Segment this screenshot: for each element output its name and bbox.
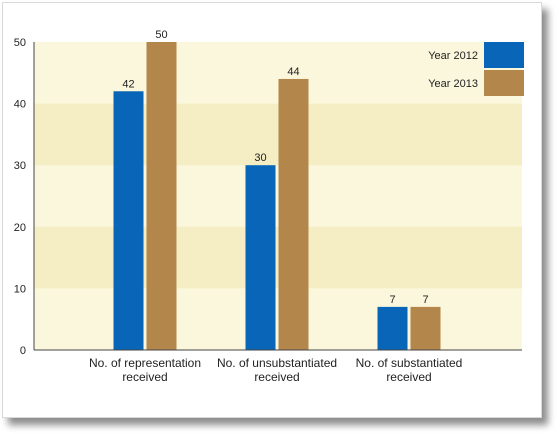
category-label-line: No. of representation — [89, 356, 201, 370]
data-label: 42 — [122, 78, 134, 90]
y-tick-label: 50 — [14, 37, 26, 49]
y-tick-label: 0 — [20, 345, 26, 357]
category-label-line: No. of unsubstantiated — [217, 356, 337, 370]
bar — [377, 306, 408, 350]
legend: Year 2012 Year 2013 — [428, 42, 524, 96]
data-label: 7 — [389, 294, 395, 306]
bar — [278, 78, 309, 351]
data-label: 50 — [155, 29, 167, 41]
data-label: 30 — [254, 152, 266, 164]
bar — [410, 306, 441, 350]
category-label-line: received — [254, 370, 299, 384]
grid-band — [34, 226, 522, 289]
data-label: 44 — [287, 66, 299, 78]
y-tick-labels: 0 10 20 30 40 50 — [14, 37, 26, 357]
grid-band — [34, 103, 522, 166]
bar — [113, 91, 144, 350]
y-tick-label: 40 — [14, 99, 26, 111]
y-tick-label: 10 — [14, 283, 26, 295]
y-tick-label: 20 — [14, 222, 26, 234]
category-label-line: No. of substantiated — [356, 356, 463, 370]
data-label: 7 — [422, 294, 428, 306]
bars — [113, 42, 441, 351]
legend-label: Year 2012 — [428, 50, 478, 62]
legend-label: Year 2013 — [428, 78, 478, 90]
legend-swatch — [484, 42, 524, 68]
bar — [245, 165, 276, 350]
category-label-line: received — [122, 370, 167, 384]
y-tick-label: 30 — [14, 160, 26, 172]
category-label: No. of unsubstantiated received — [217, 356, 337, 384]
bar — [146, 42, 177, 350]
category-label: No. of representation received — [89, 356, 201, 384]
legend-swatch — [484, 70, 524, 96]
data-labels: 42 30 7 50 44 7 — [122, 29, 428, 306]
axes — [33, 42, 522, 351]
category-label-line: received — [386, 370, 431, 384]
category-label: No. of substantiated received — [356, 356, 463, 384]
